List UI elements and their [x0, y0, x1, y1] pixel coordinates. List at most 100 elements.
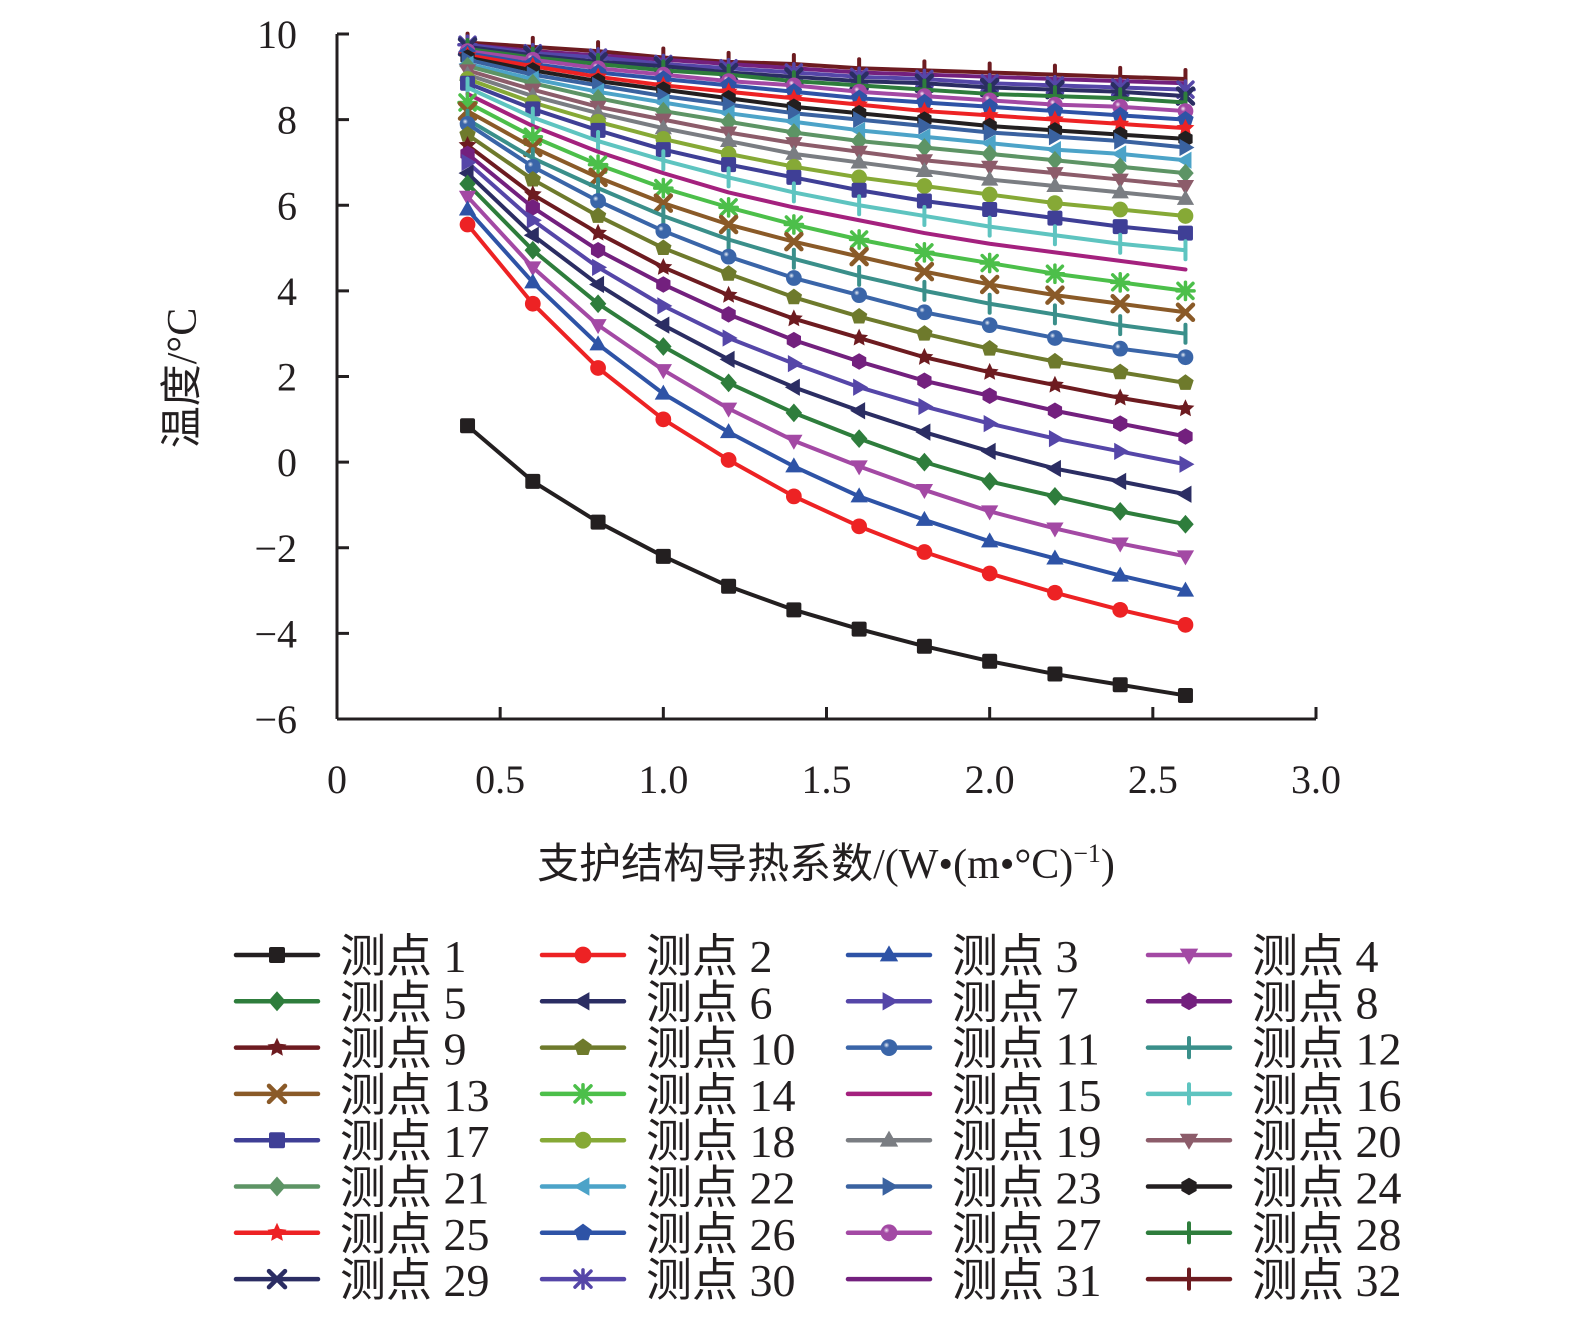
data-point [1176, 151, 1192, 169]
data-point [1111, 537, 1129, 553]
data-point [851, 182, 867, 198]
series-line [465, 49, 1188, 114]
data-point [1114, 442, 1130, 461]
data-point [653, 193, 674, 213]
series-14 [457, 92, 1196, 302]
data-point [1045, 459, 1061, 478]
series-31 [465, 42, 1188, 86]
data-point [983, 414, 999, 433]
series-8 [460, 145, 1193, 445]
x-tick-label: 0 [327, 757, 347, 802]
data-point [851, 169, 868, 186]
legend-item: 测点 22 [539, 1163, 796, 1214]
data-point [460, 418, 476, 434]
data-point [1111, 388, 1130, 406]
legend-marker [574, 946, 592, 964]
data-point [1112, 219, 1128, 235]
data-point [784, 309, 803, 327]
data-point [981, 98, 998, 114]
series-11 [459, 116, 1194, 366]
y-tick-label: 0 [277, 440, 297, 485]
data-point [853, 111, 869, 129]
y-tick-label: −2 [254, 526, 297, 571]
data-point [1177, 514, 1194, 534]
y-tick-label: 8 [277, 98, 297, 143]
legend-item: 测点 26 [539, 1209, 796, 1260]
series-3 [458, 200, 1195, 597]
data-point [918, 117, 934, 135]
data-point [1046, 549, 1064, 565]
data-point [1111, 106, 1129, 123]
data-point [1176, 118, 1195, 136]
data-point [785, 288, 803, 305]
data-point [850, 153, 868, 169]
data-point [981, 170, 999, 186]
data-point [1045, 285, 1065, 305]
series-5 [459, 174, 1194, 534]
series-line [465, 143, 1188, 411]
data-point [1112, 677, 1128, 693]
series-line [465, 76, 1188, 218]
legend-item: 测点 1 [233, 931, 467, 982]
data-point [589, 335, 607, 351]
data-point [914, 261, 935, 282]
legend-item: 测点 5 [233, 977, 467, 1028]
legend-label: 测点 21 [340, 1163, 490, 1214]
data-point [981, 532, 999, 548]
data-point [1046, 522, 1064, 538]
data-point [916, 138, 933, 157]
marker-highlight [1047, 330, 1063, 346]
series-21 [459, 56, 1194, 183]
axes [335, 32, 1318, 721]
x-axis-title-main: 支护结构导热系数/(W•(m•°C) [537, 842, 1073, 888]
legend-item: 测点 6 [539, 977, 773, 1028]
data-point [719, 350, 735, 368]
data-point [981, 186, 998, 203]
data-point [1175, 280, 1196, 302]
legend-marker [882, 992, 899, 1011]
data-point [787, 104, 803, 122]
marker-highlight [590, 193, 606, 209]
data-point [850, 487, 868, 503]
data-point [1113, 415, 1128, 432]
data-point [981, 144, 998, 164]
series-line [465, 51, 1188, 122]
data-point [1046, 375, 1064, 393]
data-point [656, 276, 671, 293]
legend-item: 测点 23 [845, 1163, 1102, 1214]
data-point [784, 231, 804, 252]
data-point [1046, 352, 1064, 369]
data-point [719, 423, 738, 439]
legend-item: 测点 27 [845, 1209, 1102, 1260]
legend-item: 测点 14 [539, 1070, 796, 1121]
x-tick-label: 0.5 [475, 757, 525, 802]
legend-item: 测点 10 [539, 1024, 796, 1075]
marker-highlight [655, 223, 672, 239]
legend-marker [269, 1132, 285, 1149]
data-point [850, 328, 869, 346]
data-point [915, 154, 934, 170]
data-point [1177, 616, 1194, 633]
data-point [851, 353, 867, 370]
series-lines [457, 31, 1196, 703]
data-point [916, 544, 933, 560]
legend-label: 测点 25 [340, 1209, 490, 1260]
legend-marker [1179, 1133, 1199, 1150]
series-line [465, 81, 1188, 236]
data-point [589, 207, 607, 223]
data-point [915, 347, 934, 365]
data-point [523, 226, 539, 244]
data-point [458, 190, 477, 206]
series-17 [460, 75, 1193, 241]
data-point [655, 548, 671, 564]
data-point [719, 285, 738, 303]
series-line [465, 171, 1188, 497]
data-point [1046, 110, 1064, 128]
data-point [654, 316, 670, 334]
data-point [1114, 132, 1130, 150]
series-line [465, 72, 1188, 201]
data-point [1047, 666, 1063, 682]
data-point [983, 123, 999, 142]
data-point [982, 387, 997, 405]
legend-label: 测点 9 [340, 1024, 467, 1075]
